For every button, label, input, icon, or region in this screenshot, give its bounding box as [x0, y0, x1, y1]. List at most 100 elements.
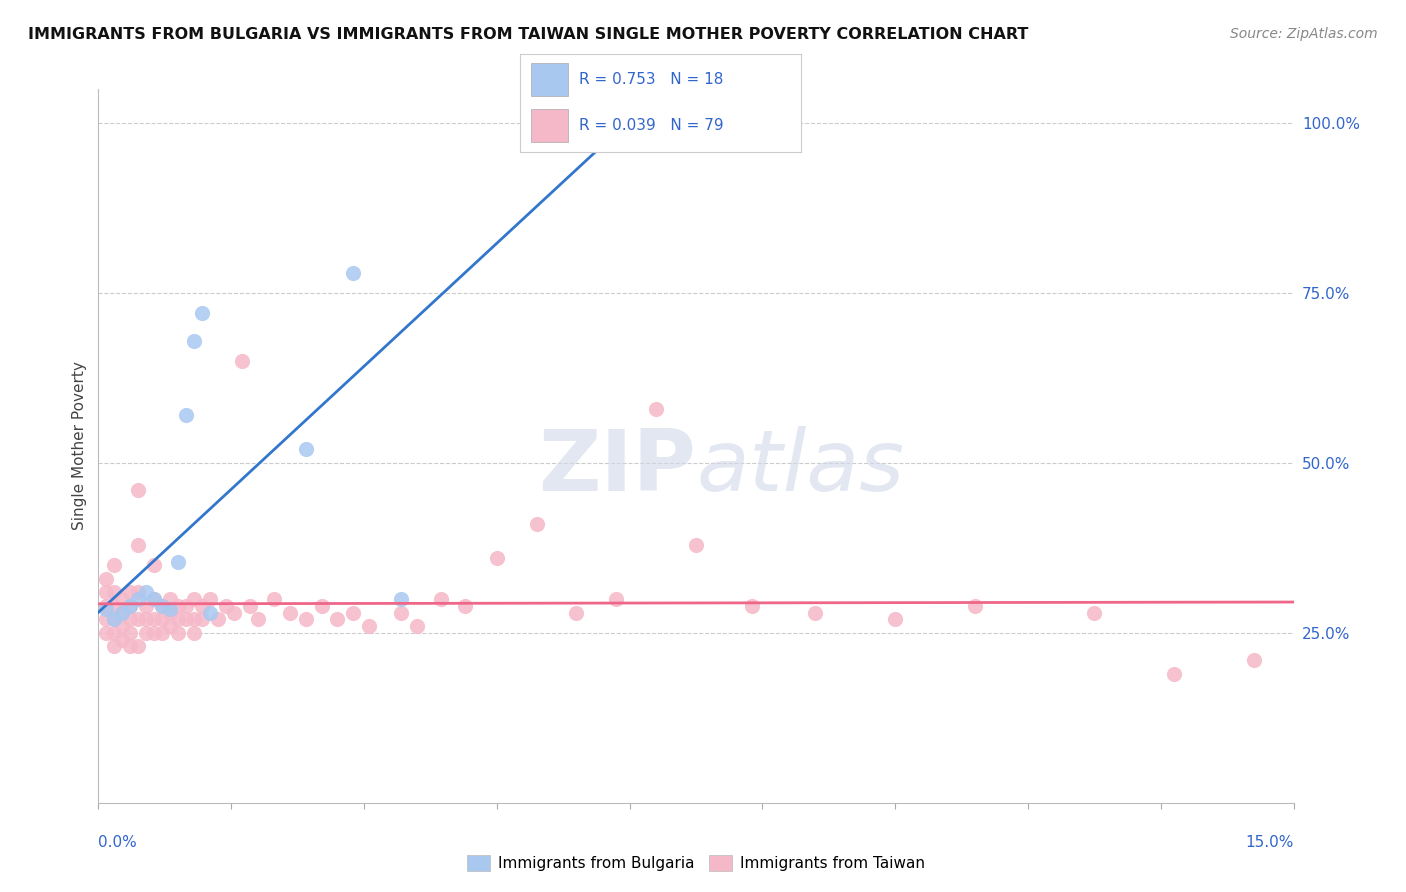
Point: [191, 612, 214, 626]
Point: [294, 612, 316, 626]
Point: [342, 606, 364, 620]
Point: [389, 606, 412, 620]
Point: [127, 483, 149, 498]
Text: R = 0.039   N = 79: R = 0.039 N = 79: [579, 118, 724, 133]
Point: [278, 606, 301, 620]
Point: [565, 606, 588, 620]
Point: [135, 612, 157, 626]
Text: IMMIGRANTS FROM BULGARIA VS IMMIGRANTS FROM TAIWAN SINGLE MOTHER POVERTY CORRELA: IMMIGRANTS FROM BULGARIA VS IMMIGRANTS F…: [28, 27, 1029, 42]
Text: 15.0%: 15.0%: [1246, 836, 1294, 850]
Point: [342, 266, 364, 280]
Point: [143, 591, 166, 606]
Point: [135, 599, 157, 613]
Point: [359, 619, 381, 633]
Point: [222, 606, 245, 620]
Y-axis label: Single Mother Poverty: Single Mother Poverty: [72, 361, 87, 531]
Point: [103, 612, 125, 626]
Point: [326, 612, 349, 626]
Point: [183, 626, 205, 640]
Point: [167, 599, 190, 613]
Point: [135, 626, 157, 640]
Point: [231, 354, 253, 368]
Point: [183, 612, 205, 626]
Point: [120, 599, 142, 613]
Point: [111, 591, 134, 606]
Point: [96, 602, 118, 616]
Point: [1243, 653, 1265, 667]
Point: [198, 591, 221, 606]
Point: [127, 612, 149, 626]
Point: [96, 612, 118, 626]
Point: [103, 612, 125, 626]
Point: [96, 585, 118, 599]
Point: [120, 640, 142, 654]
Point: [454, 599, 477, 613]
Point: [159, 591, 181, 606]
Point: [103, 585, 125, 599]
Point: [143, 626, 166, 640]
Point: [150, 612, 173, 626]
Point: [150, 599, 173, 613]
Point: [96, 572, 118, 586]
Point: [963, 599, 986, 613]
Text: atlas: atlas: [696, 425, 904, 509]
Point: [111, 619, 134, 633]
Point: [406, 619, 429, 633]
Legend: Immigrants from Bulgaria, Immigrants from Taiwan: Immigrants from Bulgaria, Immigrants fro…: [461, 849, 931, 877]
Point: [120, 599, 142, 613]
Point: [645, 401, 668, 416]
Point: [174, 612, 197, 626]
Point: [526, 517, 548, 532]
Point: [198, 606, 221, 620]
Point: [127, 591, 149, 606]
Point: [174, 409, 197, 423]
Point: [191, 599, 214, 613]
Point: [150, 599, 173, 613]
Point: [127, 537, 149, 551]
Point: [804, 606, 827, 620]
FancyBboxPatch shape: [531, 63, 568, 95]
Point: [246, 612, 269, 626]
Point: [430, 591, 453, 606]
Point: [120, 585, 142, 599]
Point: [183, 591, 205, 606]
Point: [207, 612, 229, 626]
Point: [96, 626, 118, 640]
Point: [135, 585, 157, 599]
Point: [103, 640, 125, 654]
Point: [685, 537, 707, 551]
Point: [143, 558, 166, 572]
Point: [167, 612, 190, 626]
Point: [884, 612, 907, 626]
Point: [111, 606, 134, 620]
Point: [120, 626, 142, 640]
Point: [239, 599, 262, 613]
Point: [167, 555, 190, 569]
Point: [263, 591, 285, 606]
Point: [103, 558, 125, 572]
Point: [174, 599, 197, 613]
Point: [605, 591, 627, 606]
Point: [143, 612, 166, 626]
Point: [294, 442, 316, 457]
Point: [111, 632, 134, 647]
Point: [159, 606, 181, 620]
Point: [103, 626, 125, 640]
Point: [96, 599, 118, 613]
Point: [120, 612, 142, 626]
Point: [191, 306, 214, 320]
Point: [1163, 666, 1185, 681]
Point: [159, 619, 181, 633]
Text: R = 0.753   N = 18: R = 0.753 N = 18: [579, 72, 724, 87]
Point: [127, 585, 149, 599]
Point: [485, 551, 508, 566]
Point: [143, 591, 166, 606]
Point: [111, 606, 134, 620]
Point: [127, 640, 149, 654]
Point: [215, 599, 238, 613]
Point: [159, 602, 181, 616]
Point: [103, 599, 125, 613]
FancyBboxPatch shape: [531, 110, 568, 142]
Text: ZIP: ZIP: [538, 425, 696, 509]
Point: [517, 116, 540, 130]
